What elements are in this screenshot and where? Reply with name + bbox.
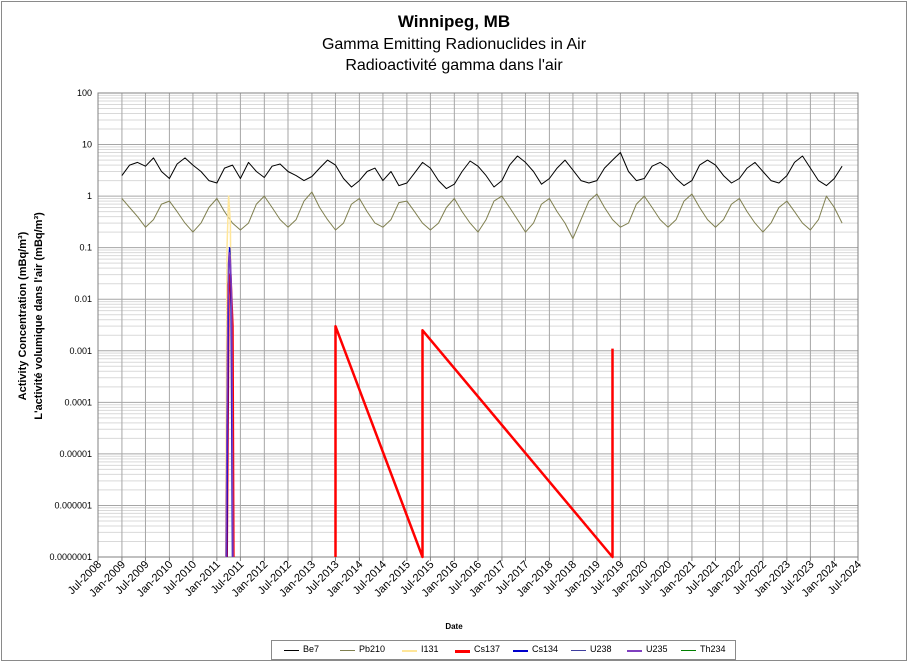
legend-swatch xyxy=(284,650,299,651)
chart-title: Winnipeg, MB xyxy=(397,12,511,31)
y-tick-label: 0.0001 xyxy=(64,397,92,407)
legend-swatch xyxy=(513,650,528,652)
legend-label: U238 xyxy=(590,644,612,654)
y-tick-label: 100 xyxy=(77,88,92,98)
grid xyxy=(97,93,859,561)
y-tick-label: 1 xyxy=(87,191,92,201)
legend-label: U235 xyxy=(646,644,668,654)
x-tick-labels: Jul-2008Jan-2009Jul-2009Jan-2010Jul-2010… xyxy=(66,559,864,600)
series-u235-line xyxy=(225,251,234,558)
legend-label: Cs134 xyxy=(532,644,559,654)
y-tick-label: 0.000001 xyxy=(54,500,92,510)
x-axis-label: Date xyxy=(445,622,463,631)
series-be7-line xyxy=(121,152,843,190)
y-tick-label: 0.01 xyxy=(74,294,92,304)
y-axis-label-en: Activity Concentration (mBq/m³) xyxy=(17,231,29,400)
y-tick-label: 10 xyxy=(82,140,92,150)
series-pb210-line xyxy=(121,191,843,240)
legend-swatch xyxy=(571,650,586,651)
legend: Be7 Pb210 I131 Cs137 Cs134 U238 U235 Th234 xyxy=(271,640,736,660)
legend-label: Th234 xyxy=(700,644,726,654)
legend-swatch xyxy=(402,650,417,652)
y-tick-label: 0.001 xyxy=(69,346,92,356)
y-tick-label: 0.0000001 xyxy=(49,552,92,562)
plot-area-border xyxy=(97,92,859,558)
legend-label: Pb210 xyxy=(359,644,386,654)
y-tick-labels: 100 10 1 0.1 0.01 0.001 0.0001 0.00001 0.000001 0… xyxy=(49,88,92,562)
series-layer xyxy=(121,152,843,559)
chart-subtitle-en: Gamma Emitting Radionuclides in Air xyxy=(321,36,587,53)
legend-swatch xyxy=(455,650,470,653)
chart-subtitle-fr: Radioactivité gamma dans l'air xyxy=(345,57,563,74)
y-axis-label-fr: L'activité volumique dans l'air (mBq/m³) xyxy=(33,212,45,420)
legend-label: Be7 xyxy=(303,644,320,654)
legend-swatch xyxy=(627,650,642,652)
y-tick-label: 0.00001 xyxy=(59,449,92,459)
legend-swatch xyxy=(340,650,355,651)
legend-label: Cs137 xyxy=(474,644,501,654)
series-cs137-line xyxy=(334,324,614,559)
legend-swatch xyxy=(681,650,696,651)
y-tick-label: 0.1 xyxy=(79,243,92,253)
legend-label: I131 xyxy=(421,644,439,654)
